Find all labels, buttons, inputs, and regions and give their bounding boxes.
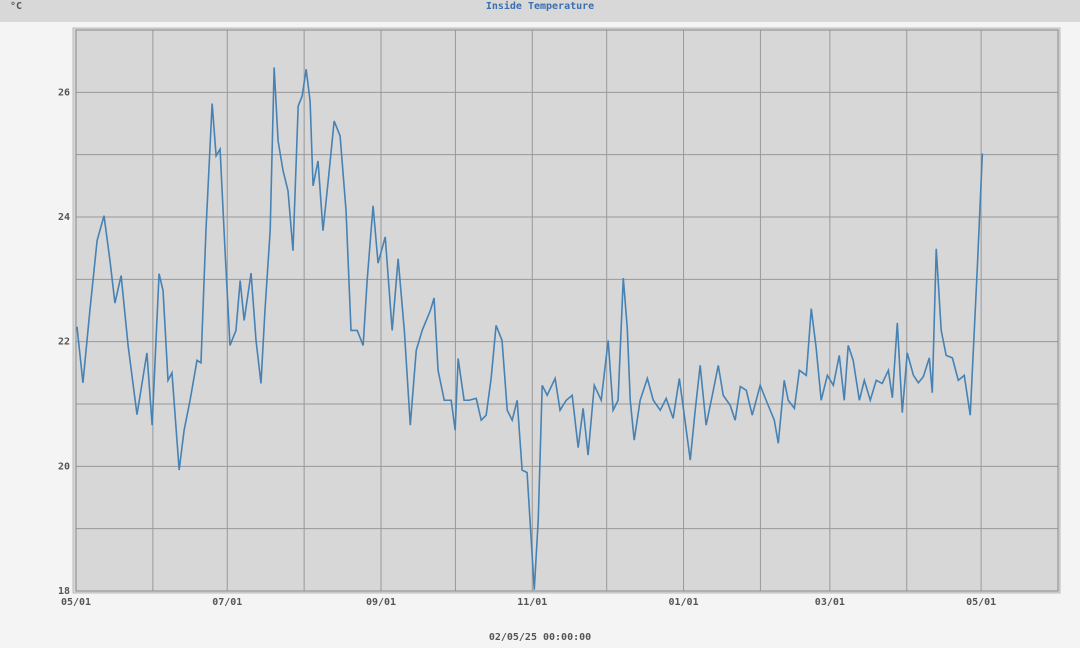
y-tick-label: 22 xyxy=(58,337,70,348)
y-tick-label: 24 xyxy=(58,212,70,223)
plot-area xyxy=(72,27,1061,594)
x-tick-label: 07/01 xyxy=(212,597,242,608)
x-tick-label: 09/01 xyxy=(366,597,396,608)
header-band xyxy=(0,0,1080,22)
temperature-line xyxy=(76,67,984,590)
footer-timestamp: 02/05/25 00:00:00 xyxy=(489,632,591,643)
y-axis-label: °C xyxy=(10,1,22,12)
plot-frame xyxy=(75,29,1059,592)
x-tick-label: 03/01 xyxy=(815,597,845,608)
x-tick-label: 01/01 xyxy=(668,597,698,608)
x-tick-label: 05/01 xyxy=(61,597,91,608)
y-tick-label: 18 xyxy=(58,586,70,597)
y-tick-label: 20 xyxy=(58,461,70,472)
y-tick-label: 26 xyxy=(58,87,70,98)
x-tick-label: 11/01 xyxy=(517,597,547,608)
chart-title: Inside Temperature xyxy=(486,0,594,12)
x-tick-label: 05/01 xyxy=(966,597,996,608)
